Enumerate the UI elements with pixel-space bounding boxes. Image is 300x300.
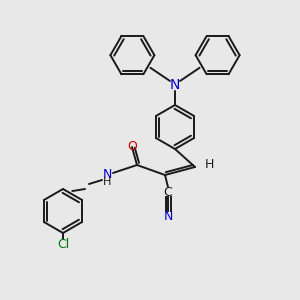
Text: N: N <box>163 211 173 224</box>
Text: H: H <box>103 177 111 187</box>
Text: N: N <box>102 167 112 181</box>
Text: N: N <box>170 78 180 92</box>
Text: C: C <box>164 187 172 200</box>
Text: Cl: Cl <box>57 238 69 251</box>
Text: H: H <box>204 158 214 172</box>
Text: O: O <box>127 140 137 152</box>
